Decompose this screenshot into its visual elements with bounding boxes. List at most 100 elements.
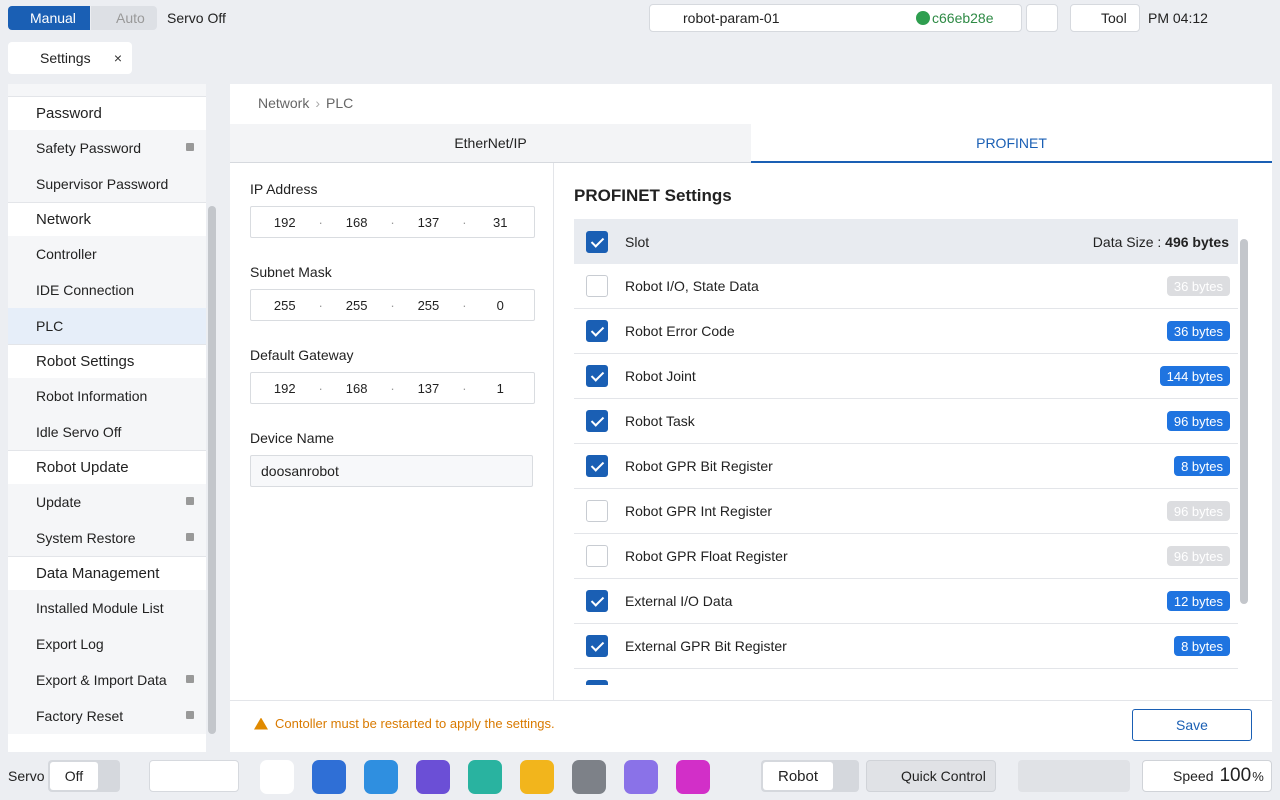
size-badge: 144 bytes (1159, 366, 1230, 386)
sidebar-item[interactable]: Controller (8, 236, 206, 272)
tool-button[interactable]: Tool (1070, 4, 1140, 32)
lock-icon (186, 143, 194, 151)
item-label: Idle Servo Off (36, 424, 122, 440)
app-icon[interactable] (416, 760, 450, 794)
slot-label: External GPR Bit Register (625, 638, 787, 654)
octet: 255 (273, 297, 296, 313)
servo-status: Servo Off (167, 10, 226, 26)
select-all[interactable] (586, 230, 608, 253)
speed[interactable]: Speed 100% (1142, 760, 1272, 792)
speed-value: 100 (1219, 765, 1252, 786)
slot-row: Robot GPR Bit Register 8 bytes (574, 444, 1238, 489)
checkbox[interactable] (586, 500, 608, 522)
data-size: 496 bytes (1165, 233, 1229, 250)
checkbox[interactable] (586, 365, 608, 387)
settings-tab[interactable]: Settings × (8, 42, 132, 74)
sidebar-section[interactable]: Data Management (8, 556, 206, 590)
app-icon[interactable] (676, 760, 710, 794)
octet: 0 (496, 297, 504, 313)
item-label: PLC (36, 318, 64, 334)
slot-row (574, 669, 1238, 685)
checkbox[interactable] (586, 545, 608, 567)
octet: 168 (345, 214, 368, 230)
tab-title: Settings (40, 50, 91, 66)
header-label: Slot (625, 233, 650, 250)
slot-label: Robot Joint (625, 368, 696, 384)
commit: c66eb28e (932, 10, 994, 26)
sidebar-section[interactable]: Network (8, 202, 206, 236)
checkbox[interactable] (586, 455, 608, 477)
slot-label: Robot GPR Float Register (625, 548, 788, 564)
checkbox[interactable] (586, 320, 608, 342)
slot-list: Robot I/O, State Data 36 bytes Robot Error… (574, 219, 1238, 685)
size-badge: 12 bytes (1166, 591, 1230, 611)
app-icon[interactable] (624, 760, 658, 794)
octet: 168 (345, 380, 368, 396)
item-label: Export & Import Data (36, 672, 167, 688)
slot-label: Robot Task (625, 413, 695, 429)
app-icon[interactable] (520, 760, 554, 794)
tab[interactable]: EtherNet/IP (230, 124, 751, 163)
device-name-input[interactable]: doosanrobot (250, 455, 533, 487)
field-label: Subnet Mask (250, 264, 332, 280)
open-folder[interactable] (1026, 4, 1058, 32)
checkbox[interactable] (586, 635, 608, 657)
sidebar-item[interactable]: Safety Password (8, 130, 206, 166)
sidebar-item[interactable]: Idle Servo Off (8, 414, 206, 450)
sidebar-item[interactable]: Notifications (8, 84, 206, 96)
app-icon[interactable] (260, 760, 294, 794)
app-icon[interactable] (572, 760, 606, 794)
size-badge: 36 bytes (1166, 321, 1230, 341)
sidebar-item[interactable]: Update (8, 484, 206, 520)
ip-input[interactable]: 192 · 168 · 137 · 1 (250, 372, 535, 404)
checkbox[interactable] (586, 275, 608, 297)
servo-label: Servo (8, 768, 45, 784)
robot-toggle[interactable]: Robot (763, 762, 833, 790)
item-label: System Restore (36, 530, 136, 546)
lock-icon (186, 497, 194, 505)
save-button[interactable]: Save (1132, 709, 1252, 741)
sidebar-section[interactable]: Password (8, 96, 206, 130)
sidebar-section[interactable]: Robot Settings (8, 344, 206, 378)
manual-mode[interactable]: Manual (8, 6, 90, 30)
sidebar-item[interactable]: PLC (8, 308, 206, 344)
sidebar-item[interactable]: Export Log (8, 626, 206, 662)
sidebar-item[interactable]: Supervisor Password (8, 166, 206, 202)
checkbox[interactable] (586, 590, 608, 612)
list-header: Slot Data Size : 496 bytes (574, 219, 1238, 264)
app-icon[interactable] (364, 760, 398, 794)
app-icon[interactable] (312, 760, 346, 794)
project-selector[interactable]: robot-param-01 c66eb28e (649, 4, 1022, 32)
app-icon[interactable] (468, 760, 502, 794)
size-badge: 8 bytes (1174, 456, 1230, 476)
tab[interactable]: PROFINET (751, 124, 1272, 163)
octet: 31 (493, 214, 508, 230)
quick-control[interactable]: Quick Control (866, 760, 996, 792)
auto-mode[interactable]: Auto (91, 6, 157, 30)
slot-row: Robot GPR Float Register 96 bytes (574, 534, 1238, 579)
sidebar-item[interactable]: Robot Information (8, 378, 206, 414)
slot-label: Robot GPR Bit Register (625, 458, 773, 474)
sidebar-item[interactable]: System Restore (8, 520, 206, 556)
size-badge: 36 bytes (1166, 276, 1230, 296)
servo-toggle[interactable]: Off (50, 762, 98, 790)
breadcrumb: Network › PLC (258, 95, 354, 111)
lock-icon (186, 711, 194, 719)
content-panel: Network › PLC PROFINET Settings Slot Data S… (230, 84, 1272, 752)
checkbox[interactable] (586, 680, 608, 685)
item-label: Supervisor Password (36, 176, 169, 192)
ip-input[interactable]: 255 · 255 · 255 · 0 (250, 289, 535, 321)
sidebar-scrollbar (208, 206, 216, 734)
sidebar-item[interactable]: IDE Connection (8, 272, 206, 308)
sidebar-item[interactable]: Factory Reset (8, 698, 206, 734)
sidebar-item[interactable]: Export & Import Data (8, 662, 206, 698)
slot-row: Robot I/O, State Data 36 bytes (574, 264, 1238, 309)
size-badge: 96 bytes (1166, 501, 1230, 521)
lock-icon (186, 533, 194, 541)
checkbox[interactable] (586, 410, 608, 432)
size-badge: 96 bytes (1166, 546, 1230, 566)
sidebar-section[interactable]: Robot Update (8, 450, 206, 484)
slot-label: Robot GPR Int Register (625, 503, 773, 519)
ip-input[interactable]: 192 · 168 · 137 · 31 (250, 206, 535, 238)
sidebar-item[interactable]: Installed Module List (8, 590, 206, 626)
